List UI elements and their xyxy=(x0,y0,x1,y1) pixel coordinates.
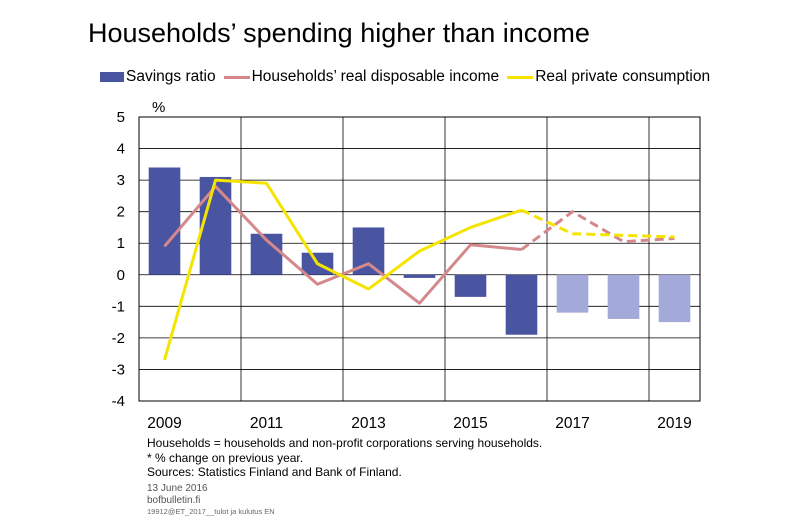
legend-swatch-disposable-income xyxy=(223,75,250,79)
disposable-income-forecast-line xyxy=(520,209,675,251)
y-tick-label: -4 xyxy=(112,393,125,410)
legend-swatch-private-consumption xyxy=(507,75,534,79)
x-tick-label: 2017 xyxy=(555,415,589,432)
meta-date: 13 June 2016 xyxy=(147,483,208,494)
savings-ratio-bar xyxy=(148,167,181,275)
savings-ratio-bar xyxy=(454,274,487,297)
x-tick-label: 2013 xyxy=(351,415,385,432)
savings-ratio-bar xyxy=(403,274,436,278)
x-tick-label: 2011 xyxy=(250,415,283,432)
savings-ratio-bar xyxy=(199,176,232,275)
x-tick-label: 2015 xyxy=(453,415,487,432)
savings-ratio-bar xyxy=(607,274,640,319)
note-households-definition: Households = households and non-profit c… xyxy=(147,436,543,450)
note-percent-change: * % change on previous year. xyxy=(147,450,304,465)
private-consumption-forecast-line xyxy=(520,208,675,239)
savings-ratio-bar xyxy=(658,274,691,323)
plot-frame xyxy=(138,116,701,402)
legend-label-disposable-income: Households’ real disposable income xyxy=(251,68,500,85)
legend-item-disposable-income: Households’ real disposable income xyxy=(223,68,500,86)
y-axis-unit-label: % xyxy=(152,99,165,116)
y-tick-label: -3 xyxy=(112,361,125,378)
chart-legend: Savings ratio Households’ real disposabl… xyxy=(100,66,718,88)
y-tick-label: 0 xyxy=(117,267,125,284)
disposable-income-line xyxy=(163,184,522,305)
chart-title: Households’ spending higher than income xyxy=(88,18,590,48)
legend-item-savings-ratio: Savings ratio xyxy=(100,68,216,86)
chart-meta: 13 June 2016 bofbulletin.fi 19912@ET_201… xyxy=(147,483,275,518)
chart-notes: Households = households and non-profit c… xyxy=(147,436,542,480)
y-tick-label: 1 xyxy=(117,235,125,252)
legend-label-private-consumption: Real private consumption xyxy=(535,68,711,85)
y-tick-label: 5 xyxy=(117,109,125,126)
savings-ratio-bar xyxy=(505,274,538,335)
private-consumption-line xyxy=(163,178,522,361)
legend-label-savings-ratio: Savings ratio xyxy=(126,68,216,85)
x-tick-label: 2019 xyxy=(657,415,691,432)
meta-code: 19912@ET_2017__tulot ja kulutus EN xyxy=(147,507,275,516)
savings-ratio-bar xyxy=(556,274,589,313)
y-tick-label: 4 xyxy=(117,141,125,158)
meta-site: bofbulletin.fi xyxy=(147,494,201,506)
note-sources: Sources: Statistics Finland and Bank of … xyxy=(147,465,402,479)
legend-item-private-consumption: Real private consumption xyxy=(507,68,710,86)
y-tick-label: 3 xyxy=(117,172,125,189)
y-tick-label: 2 xyxy=(117,204,125,221)
x-tick-label: 2009 xyxy=(147,415,181,432)
y-tick-label: -2 xyxy=(112,330,125,347)
y-tick-label: -1 xyxy=(112,298,125,315)
legend-swatch-savings-ratio xyxy=(100,72,124,82)
